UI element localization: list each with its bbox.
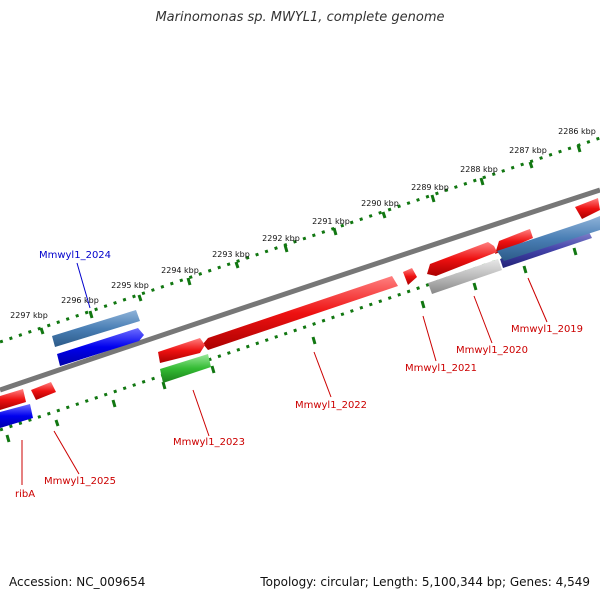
gene-label-mmwyl1-2023[interactable]: Mmwyl1_2023: [173, 437, 245, 448]
cds-gray-block[interactable]: [428, 259, 502, 294]
scale-label-2287: 2287 kbp: [509, 146, 547, 155]
genome-summary-text: Topology: circular; Length: 5,100,344 bp…: [260, 575, 590, 589]
leader-mmwyl1-2022: [313, 351, 332, 398]
scale-label-2291: 2291 kbp: [312, 217, 350, 226]
scale-label-2294: 2294 kbp: [161, 266, 199, 275]
cds-mmwyl1-2025-red[interactable]: [31, 382, 56, 400]
scale-label-2295: 2295 kbp: [111, 281, 149, 290]
leader-mmwyl1-2020: [473, 295, 493, 344]
cds-steel-right[interactable]: [497, 216, 600, 261]
inner-scale-ticks: [5, 247, 578, 443]
scale-label-2297: 2297 kbp: [10, 311, 48, 320]
outer-scale-track: [0, 136, 600, 344]
cds-riba-blue[interactable]: [0, 404, 33, 428]
gene-label-mmwyl1-2019[interactable]: Mmwyl1_2019: [511, 324, 583, 335]
scale-label-2288: 2288 kbp: [460, 165, 498, 174]
gene-label-mmwyl1-2020[interactable]: Mmwyl1_2020: [456, 345, 528, 356]
gene-label-mmwyl1-2021[interactable]: Mmwyl1_2021: [405, 363, 477, 374]
cds-mmwyl1-2020[interactable]: [427, 242, 497, 276]
cds-mmwyl1-2024-steel[interactable]: [52, 310, 140, 347]
scale-label-2286: 2286 kbp: [558, 127, 596, 136]
accession-text: Accession: NC_009654: [9, 575, 146, 589]
gene-label-mmwyl1-2025[interactable]: Mmwyl1_2025: [44, 476, 116, 487]
cds-mmwyl1-2023-red[interactable]: [158, 338, 205, 363]
leader-mmwyl1-2021: [422, 315, 437, 362]
scale-label-2290: 2290 kbp: [361, 199, 399, 208]
cds-mmwyl1-2018[interactable]: [575, 198, 600, 219]
gene-label-riba[interactable]: ribA: [15, 489, 35, 500]
leader-mmwyl1-2024: [76, 262, 91, 309]
cds-mmwyl1-2021[interactable]: [403, 268, 417, 285]
gene-label-mmwyl1-2024[interactable]: Mmwyl1_2024: [39, 250, 111, 261]
scale-major-ticks: [39, 144, 582, 335]
scale-label-2296: 2296 kbp: [61, 296, 99, 305]
cds-mmwyl1-2024-blue[interactable]: [57, 328, 144, 366]
cds-mmwyl1-2022[interactable]: [203, 276, 398, 350]
leader-mmwyl1-2019: [527, 277, 548, 323]
cds-riba-red[interactable]: [0, 389, 26, 410]
leader-mmwyl1-2025: [53, 430, 80, 475]
leader-mmwyl1-2023: [192, 389, 210, 437]
inner-scale-track: [0, 223, 600, 443]
map-title: Marinomonas sp. MWYL1, complete genome: [155, 10, 445, 25]
gene-label-mmwyl1-2022[interactable]: Mmwyl1_2022: [295, 400, 367, 411]
genome-backbone: [0, 187, 600, 393]
scale-label-2289: 2289 kbp: [411, 183, 449, 192]
scale-label-2293: 2293 kbp: [212, 250, 250, 259]
scale-label-2292: 2292 kbp: [262, 234, 300, 243]
cds-mmwyl1-2019[interactable]: [495, 229, 533, 254]
cds-mmwyl1-2023-green[interactable]: [160, 354, 211, 383]
